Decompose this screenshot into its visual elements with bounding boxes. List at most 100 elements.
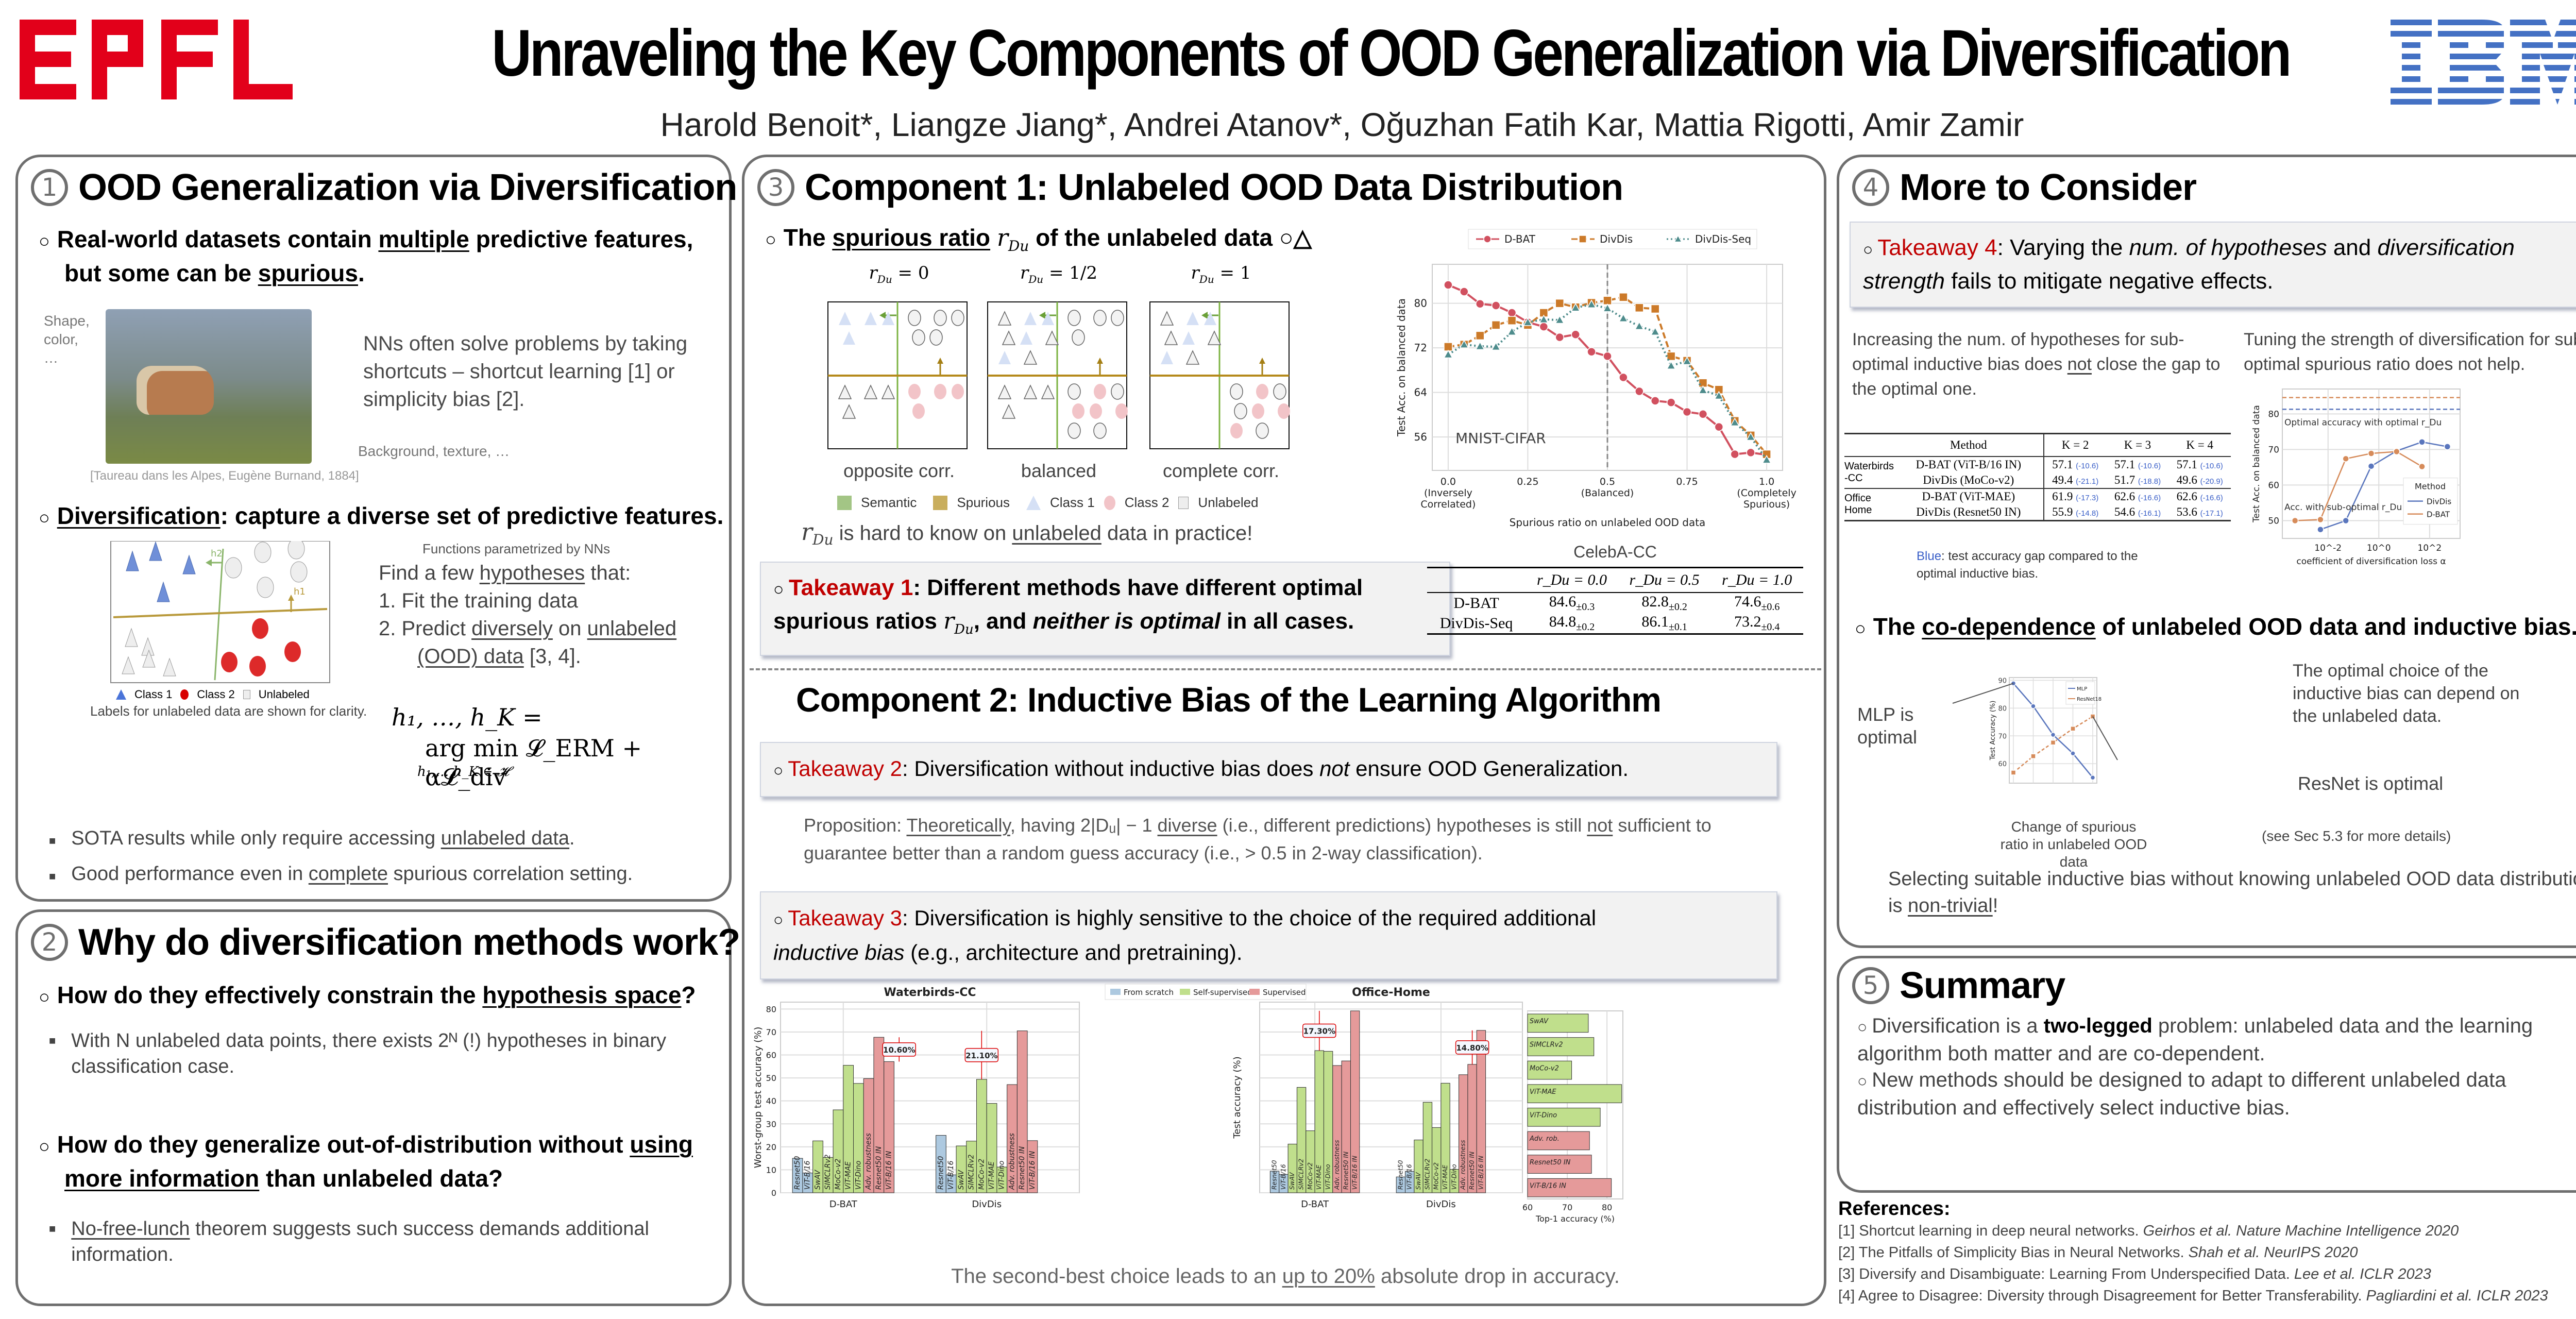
data-point [1507, 316, 1517, 325]
x-tick-label: 60 [1522, 1203, 1533, 1212]
section-number-badge: 1 [31, 169, 68, 206]
x-group-label: DivDis [1426, 1199, 1456, 1210]
reference-item: [4] Agree to Disagree: Diversity through… [1838, 1288, 2548, 1304]
bar-label: Adv. robustness [1460, 1140, 1467, 1190]
data-point [1539, 322, 1549, 331]
bar-label: SwAV [1415, 1172, 1422, 1190]
bar-ViT-B/16 IN [1476, 1030, 1486, 1193]
x-tick-label: 10^-2 [2314, 543, 2342, 553]
data-point [1603, 351, 1612, 361]
bar-label: ViT-B/16 IN [1028, 1151, 1037, 1190]
section-number-badge: 5 [1852, 967, 1889, 1004]
section-more-to-consider: 4 More to Consider ○ Takeaway 4: Varying… [1837, 155, 2576, 948]
bar-label: Resnet50 IN [1468, 1152, 1476, 1190]
spurious-ratio-panel: rDu = 1 complete corr. [1149, 263, 1293, 482]
bar-label: MoCo-v2 [977, 1159, 986, 1190]
inductive-bias-bar-charts: 0 10 20 30 40 50 60 70 80 Waterbirds-CC Worst-grou… [753, 984, 1623, 1224]
data-point [2444, 443, 2451, 450]
bar-ViT-B/16 IN [1350, 1010, 1360, 1193]
section-why-diversification-works: 2 Why do diversification methods work? ○… [15, 909, 740, 1306]
y-axis-label: Test Acc. on balanced data [2251, 405, 2262, 523]
question-hypothesis-space: ○ How do they effectively constrain the h… [39, 982, 696, 1008]
data-point [1618, 313, 1629, 323]
data-point [1571, 330, 1580, 339]
x-tick-label: 0.5 [1600, 476, 1615, 487]
data-point [1554, 315, 1565, 324]
find-hypotheses-list: Find a few hypotheses that: 1. Fit the t… [379, 562, 677, 668]
legend-label: D-BAT [2427, 510, 2450, 519]
data-point [1666, 361, 1676, 369]
x-tick-label: 10^2 [2418, 543, 2442, 553]
diversification-diagram: h2 h1 [110, 541, 330, 683]
formula-line1: h₁, …, h_K = [392, 703, 543, 731]
data-point [1619, 373, 1628, 382]
x-tick-label: (Inversely [1424, 487, 1472, 499]
y-tick-label: 20 [766, 1142, 776, 1152]
section-number-badge: 2 [31, 924, 68, 961]
data-point [1459, 340, 1469, 348]
y-tick-label: 50 [2268, 516, 2279, 526]
data-point [2393, 448, 2400, 455]
diversification-strength-text: Tuning the strength of diversification f… [2244, 330, 2576, 374]
quadrant-diagram [1149, 301, 1290, 449]
class2-circle-icon [180, 689, 189, 700]
table-row: Office Home D-BAT (ViT-MAE) 61.9 (-17.3) 62… [1844, 488, 2231, 516]
data-point [1539, 314, 1549, 324]
bar-SIMCLRv2 [1527, 1037, 1595, 1056]
question-generalize-ood: ○ How do they generalize out-of-distribut… [39, 1131, 693, 1192]
data-point [1491, 301, 1501, 310]
epfl-logo [20, 20, 293, 99]
y-tick-label: 50 [766, 1073, 776, 1083]
bar-label: ViT-B/16 IN [885, 1151, 893, 1190]
bar-Adv. rob. [1527, 1131, 1590, 1151]
y-tick-label: 30 [766, 1119, 776, 1129]
y-tick-label: 60 [766, 1051, 776, 1060]
reference-item: [2] The Pitfalls of Simplicity Bias in N… [1838, 1244, 2358, 1261]
legend-label: Self-supervised [1193, 988, 1252, 997]
data-point [1714, 391, 1724, 400]
section-title: 2 Why do diversification methods work? [31, 921, 740, 963]
x-tick-label: (Completely [1737, 487, 1797, 499]
diagram-note: Labels for unlabeled data are shown for … [90, 703, 367, 719]
legend-swatch [1180, 989, 1190, 995]
section-number-badge: 4 [1852, 169, 1889, 206]
y-tick-label: 10 [766, 1165, 776, 1175]
bar-label: ViT-Dino [998, 1161, 1006, 1190]
legend-label: MLP [2077, 686, 2087, 692]
bar-ViT-B/16 IN [1527, 1178, 1612, 1197]
y-tick-label: 72 [1414, 342, 1427, 354]
y-tick-label: 80 [1414, 297, 1427, 310]
bar-label: ViT-B/16 IN [1351, 1156, 1359, 1190]
data-point [2317, 516, 2324, 523]
gap-label-box [1302, 1023, 1336, 1038]
h2-label: h2 [211, 548, 223, 559]
celeba-table-title: CelebA-CC [1573, 543, 1657, 561]
legend-label: DivDis [2427, 497, 2451, 506]
bullet-multiple-features: ○ Real-world datasets contain multiple pr… [39, 226, 693, 286]
data-point [1586, 299, 1597, 308]
ratio-caption: opposite corr. [843, 460, 955, 481]
x-tick-label: Correlated) [1420, 499, 1476, 510]
cow-shape [137, 366, 214, 415]
bar-label: ViT-B/16 IN [1477, 1156, 1484, 1190]
image-label-shape: Shape, color, … [44, 313, 90, 366]
x-axis-label: Spurious ratio on unlabeled OOD data [1510, 516, 1706, 528]
co-dependence-line-chart: 60 70 80 90 Test Accuracy (%) MLP ResNet18 [1952, 677, 2118, 784]
bar-label: Adv. robustness [865, 1133, 873, 1190]
bar-Resnet50 IN [1016, 1030, 1028, 1193]
ratio-label: rDu = 1/2 [1020, 263, 1097, 285]
table-header [1427, 568, 1526, 593]
data-point [1745, 432, 1756, 441]
section-number-badge: 3 [757, 169, 794, 206]
data-point [1673, 234, 1683, 243]
bar-label: ViT-B/16 [947, 1160, 955, 1190]
bar-label: MoCo-v2 [1530, 1064, 1559, 1072]
bar-label: ViT-B/16 [1406, 1164, 1413, 1190]
data-point [2367, 450, 2375, 457]
optimal-choice-note: The optimal choice of the inductive bias… [2293, 661, 2520, 726]
celeba-results-table: r_Du = 0.0 r_Du = 0.5 r_Du = 1.0 D-BAT 84.6±… [1427, 567, 1803, 635]
annotation-suboptimal: Acc. with sub-optimal r_Du [2284, 502, 2402, 513]
section-title: 3 Component 1: Unlabeled OOD Data Distri… [757, 166, 1623, 209]
bar-label: SIMCLRv2 [1298, 1159, 1305, 1190]
table-header: r_Du = 0.5 [1629, 571, 1700, 588]
